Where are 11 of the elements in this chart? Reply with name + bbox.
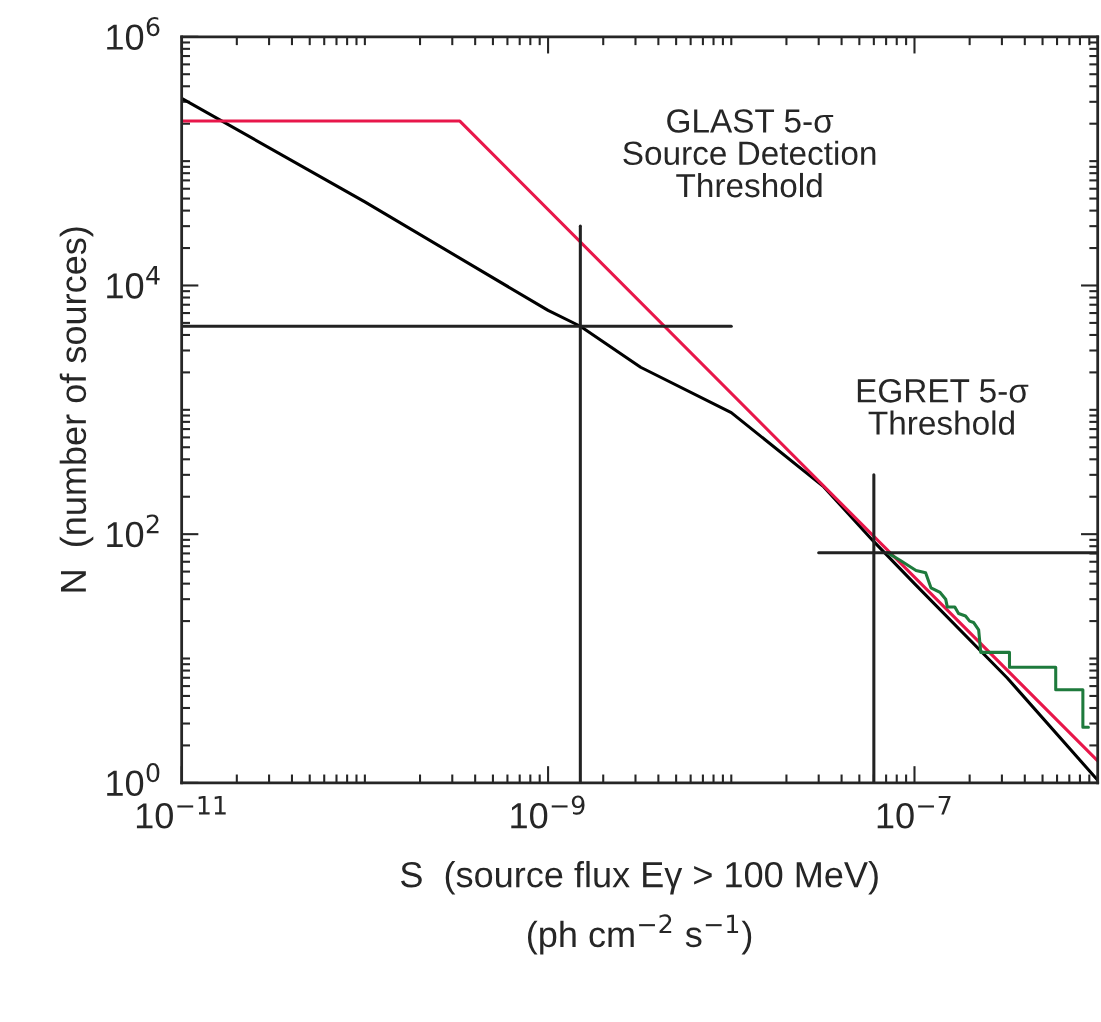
x-tick-label: 10$^{−9}$ [511, 795, 585, 829]
y-tick-label: 10$^{6}$ [107, 17, 160, 50]
annotation: GLAST 5-σ Source Detection Threshold [623, 109, 876, 198]
x-tick-label: 10$^{−7}$ [877, 795, 951, 829]
x-tick-label: 10$^{−11}$ [136, 795, 226, 829]
annotation: EGRET 5-σ Threshold [857, 379, 1029, 435]
y-tick-label: 10$^{4}$ [107, 266, 160, 299]
y-axis-title: N (number of sources) [59, 227, 94, 592]
y-tick-label: 10$^{0}$ [107, 763, 160, 797]
y-tick-label: 10$^{2}$ [107, 514, 159, 548]
x-axis-title: S (source flux Eγ > 100 MeV) (ph cm$^{−2}$ s$^{−1}$) [401, 860, 878, 955]
